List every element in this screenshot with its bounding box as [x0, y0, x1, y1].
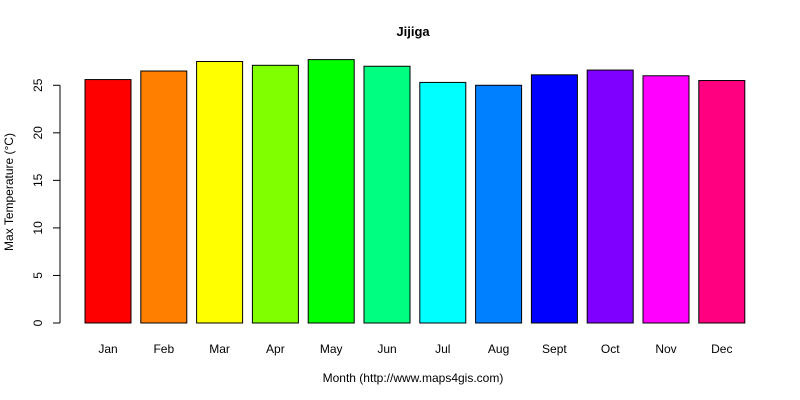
y-axis-label: Max Temperature (°C) [2, 133, 16, 251]
bar-jun [363, 65, 411, 324]
x-tick-label-oct: Oct [601, 342, 620, 356]
y-tick-label-5: 5 [31, 272, 45, 279]
x-tick-label-nov: Nov [655, 342, 676, 356]
y-tick-label-10: 10 [31, 221, 45, 235]
bar-sept [530, 74, 578, 324]
bar-aug [475, 84, 523, 324]
x-tick-label-jun: Jun [377, 342, 396, 356]
y-tick-label-20: 20 [31, 126, 45, 140]
x-axis-label: Month (http://www.maps4gis.com) [323, 371, 504, 385]
bar-may [307, 59, 355, 324]
x-tick-label-may: May [320, 342, 343, 356]
x-tick-label-jan: Jan [98, 342, 117, 356]
x-tick-label-apr: Apr [266, 342, 285, 356]
x-tick-label-jul: Jul [435, 342, 450, 356]
x-tick-label-sept: Sept [542, 342, 567, 356]
bar-nov [642, 75, 690, 324]
bar-apr [251, 64, 299, 324]
bar-jul [419, 81, 467, 324]
x-tick-label-mar: Mar [209, 342, 230, 356]
y-axis: 0 5 10 15 20 25 [31, 78, 61, 326]
bar-dec [698, 80, 746, 324]
bars-group [84, 59, 746, 324]
x-tick-label-aug: Aug [488, 342, 509, 356]
bar-feb [140, 70, 188, 324]
y-tick-label-0: 0 [31, 319, 45, 326]
bar-oct [586, 69, 634, 324]
y-tick-label-15: 15 [31, 173, 45, 187]
bar-mar [196, 61, 244, 324]
bar-jan [84, 79, 132, 324]
x-tick-label-dec: Dec [711, 342, 732, 356]
x-tick-label-feb: Feb [153, 342, 174, 356]
chart-title: Jijiga [396, 24, 430, 39]
y-tick-label-25: 25 [31, 78, 45, 92]
x-axis-tick-labels: Jan Feb Mar Apr May Jun Jul Aug Sept Oct Nov Dec [98, 342, 732, 356]
